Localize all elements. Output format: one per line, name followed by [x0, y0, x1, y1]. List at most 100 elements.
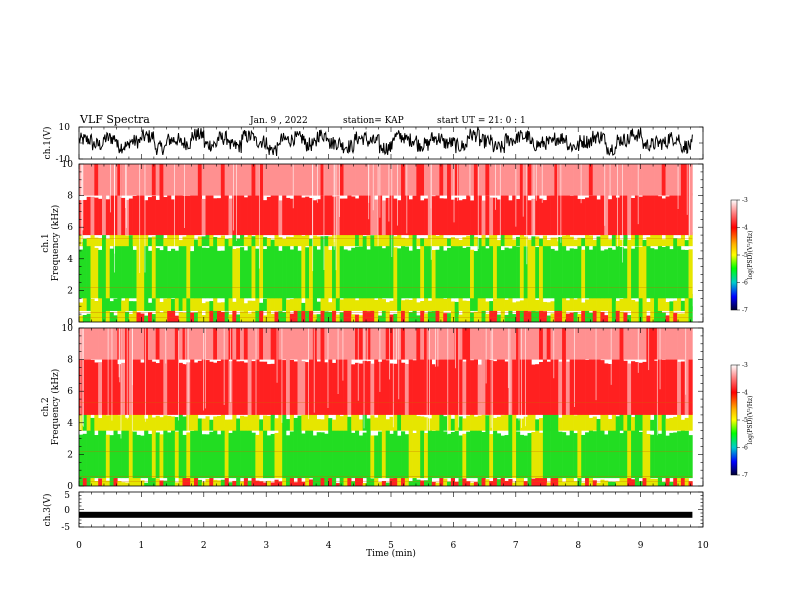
heatmap-cell: [194, 191, 199, 236]
heatmap-cell: [420, 358, 425, 415]
heatmap-cell: [565, 410, 571, 431]
heatmap-cell: [619, 239, 624, 247]
heatmap-cell: [328, 164, 333, 196]
heatmap-cell: [531, 246, 536, 299]
heatmap-cell: [477, 241, 482, 299]
heatmap-cell: [650, 328, 655, 360]
heatmap-cell: [205, 478, 210, 486]
heatmap-cell: [113, 474, 118, 486]
heatmap-cell: [477, 308, 482, 322]
heatmap-cell: [243, 362, 248, 415]
heatmap-cell: [339, 430, 344, 479]
ch3-ytick-top: 5: [64, 491, 70, 501]
heatmap-cell: [669, 310, 674, 322]
heatmap-cell: [362, 236, 367, 247]
heatmap-cell: [332, 246, 337, 299]
heatmap-cell: [665, 418, 670, 431]
heatmap-cell: [362, 309, 367, 322]
heatmap-cell: [443, 416, 448, 431]
heatmap-cell: [447, 481, 452, 486]
heatmap-cell: [684, 359, 689, 415]
heatmap-cell: [638, 196, 643, 236]
heatmap-cell: [320, 236, 325, 247]
heatmap-cell: [328, 354, 333, 415]
heatmap-cell: [650, 164, 655, 196]
heatmap-cell: [132, 164, 137, 196]
heatmap-cell: [450, 306, 455, 322]
heatmap-cell: [171, 356, 176, 415]
heatmap-cell: [259, 191, 264, 236]
heatmap-cell: [611, 164, 617, 196]
heatmap-cell: [159, 233, 164, 247]
heatmap-cell: [174, 194, 179, 236]
heatmap-cell: [669, 432, 674, 479]
heatmap-cell: [673, 193, 678, 236]
heatmap-cell: [297, 164, 302, 196]
heatmap-cell: [684, 192, 689, 236]
heatmap-cell: [420, 416, 425, 431]
heatmap-cell: [673, 474, 678, 486]
heatmap-cell: [144, 242, 149, 299]
heatmap-cell: [470, 411, 475, 431]
heatmap-cell: [516, 164, 521, 196]
heatmap-cell: [604, 195, 609, 236]
heatmap-cell: [236, 164, 241, 196]
heatmap-cell: [596, 328, 601, 360]
heatmap-cell: [431, 164, 436, 196]
heatmap-cell: [324, 295, 329, 311]
heatmap-cell: [615, 245, 620, 299]
heatmap-cell: [424, 198, 429, 236]
heatmap-cell: [205, 310, 210, 322]
heatmap-cell: [178, 473, 183, 486]
heatmap-cell: [654, 306, 659, 322]
heatmap-cell: [619, 328, 624, 360]
heatmap-cell: [236, 428, 241, 479]
x-tick-label: 6: [451, 541, 457, 551]
heatmap-cell: [443, 478, 448, 486]
heatmap-cell: [174, 231, 179, 247]
heatmap-cell: [289, 198, 294, 236]
heatmap-cell: [305, 294, 310, 311]
heatmap-cell: [366, 249, 371, 299]
heatmap-cell: [673, 328, 678, 360]
heatmap-cell: [259, 426, 264, 479]
heatmap-cell: [385, 482, 390, 486]
heatmap-cell: [163, 164, 168, 196]
heatmap-cell: [86, 413, 91, 431]
heatmap-cell: [374, 417, 379, 431]
heatmap-cell: [585, 164, 590, 196]
heatmap-cell: [493, 475, 498, 486]
y-tick-label: 2: [67, 450, 73, 460]
heatmap-cell: [665, 164, 670, 196]
heatmap-cell: [362, 360, 367, 415]
heatmap-cell: [213, 164, 218, 196]
heatmap-cell: [404, 308, 409, 322]
heatmap-cell: [523, 246, 528, 299]
heatmap-cell: [581, 199, 586, 236]
heatmap-cell: [136, 293, 141, 311]
heatmap-cell: [324, 328, 329, 360]
heatmap-cell: [562, 432, 567, 479]
heatmap-cell: [366, 295, 371, 311]
heatmap-cell: [554, 296, 559, 311]
heatmap-cell: [631, 417, 636, 431]
heatmap-cell: [466, 300, 471, 311]
heatmap-cell: [140, 242, 145, 299]
heatmap-cell: [243, 303, 248, 311]
heatmap-cell: [462, 328, 467, 360]
heatmap-cell: [355, 427, 360, 479]
heatmap-cell: [309, 164, 314, 196]
heatmap-cell: [232, 328, 237, 360]
heatmap-cell: [102, 193, 107, 236]
heatmap-cell: [102, 164, 107, 196]
heatmap-cell: [144, 296, 149, 311]
heatmap-cell: [151, 328, 156, 360]
heatmap-cell: [431, 328, 436, 360]
heatmap-cell: [657, 433, 663, 479]
heatmap-cell: [197, 310, 202, 322]
heatmap-cell: [631, 198, 636, 236]
heatmap-cell: [182, 236, 187, 247]
heatmap-cell: [240, 232, 245, 247]
heatmap-cell: [608, 239, 613, 247]
ch1-ytick-top: 10: [59, 123, 71, 133]
